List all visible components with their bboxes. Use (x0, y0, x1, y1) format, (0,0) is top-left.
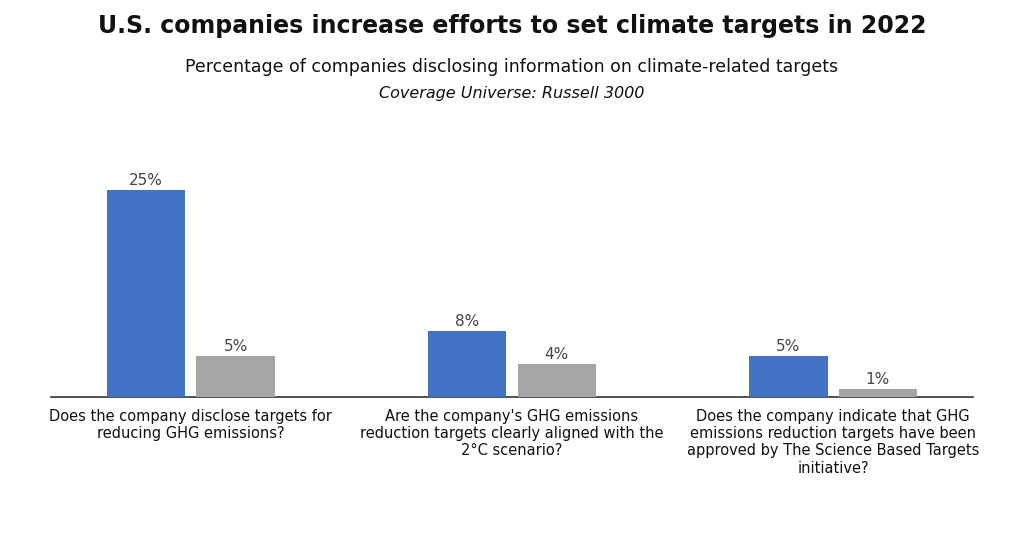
Bar (428, 331, 507, 397)
Bar (839, 389, 916, 397)
Bar (108, 190, 185, 397)
Text: 5%: 5% (223, 338, 248, 354)
Text: 5%: 5% (776, 338, 801, 354)
Text: 4%: 4% (545, 347, 568, 362)
Text: U.S. companies increase efforts to set climate targets in 2022: U.S. companies increase efforts to set c… (97, 14, 927, 38)
Bar (750, 356, 827, 397)
Text: Coverage Universe: Russell 3000: Coverage Universe: Russell 3000 (379, 86, 645, 100)
Text: 25%: 25% (129, 173, 163, 188)
Text: Percentage of companies disclosing information on climate-related targets: Percentage of companies disclosing infor… (185, 58, 839, 76)
Text: 8%: 8% (456, 314, 479, 329)
Bar (517, 364, 596, 397)
Bar (197, 356, 274, 397)
Text: 1%: 1% (865, 371, 890, 386)
